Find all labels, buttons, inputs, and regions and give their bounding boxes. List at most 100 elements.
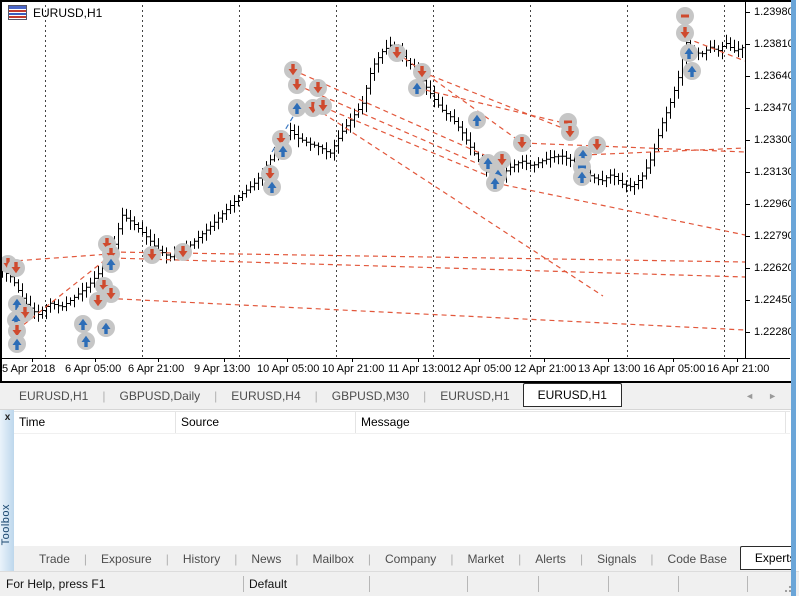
time-tick bbox=[479, 358, 480, 362]
trade-marker-sell[interactable] bbox=[143, 246, 161, 264]
toolbox-tab-history[interactable]: History bbox=[182, 551, 221, 566]
trade-marker-buy[interactable] bbox=[77, 332, 95, 350]
trade-trendline[interactable] bbox=[99, 297, 745, 331]
trade-marker-sell[interactable] bbox=[513, 134, 531, 152]
toolbox-close-button[interactable]: x bbox=[4, 412, 11, 423]
trade-marker-sell[interactable] bbox=[174, 243, 192, 261]
trade-marker-buy[interactable] bbox=[97, 319, 115, 337]
trade-marker-buy[interactable] bbox=[680, 44, 698, 62]
status-profile-text: Default bbox=[249, 577, 288, 591]
toolbox-tab-code-base[interactable]: Code Base bbox=[667, 551, 727, 566]
trade-marker-sell[interactable] bbox=[8, 322, 26, 340]
trade-marker-buy[interactable] bbox=[468, 111, 486, 129]
trade-marker-buy[interactable] bbox=[683, 62, 701, 80]
toolbox-tab-news[interactable]: News bbox=[251, 551, 282, 566]
time-tick bbox=[673, 358, 674, 362]
trade-marker-sell[interactable] bbox=[89, 292, 107, 310]
column-header-time[interactable]: Time bbox=[14, 412, 176, 433]
tab-scroll-right-icon[interactable]: ► bbox=[768, 390, 777, 401]
chart-type-icon bbox=[8, 5, 27, 20]
trade-marker-sell[interactable] bbox=[388, 44, 406, 62]
time-tick bbox=[224, 358, 225, 362]
trade-marker-buy[interactable] bbox=[74, 315, 92, 333]
time-label: 6 Apr 05:00 bbox=[65, 363, 122, 375]
price-tick bbox=[745, 268, 750, 269]
status-separator bbox=[538, 576, 539, 592]
toolbox-tab-mailbox[interactable]: Mailbox bbox=[312, 551, 354, 566]
chart-tab-eurusd-h1[interactable]: EURUSD,H1 bbox=[19, 389, 89, 403]
price-tick bbox=[745, 236, 750, 237]
trade-trendline[interactable] bbox=[522, 142, 745, 153]
trade-trendline[interactable] bbox=[582, 147, 745, 156]
trade-trendline[interactable] bbox=[292, 69, 501, 163]
trade-marker-buy[interactable] bbox=[408, 79, 426, 97]
chart-tab-gbpusd-m30[interactable]: GBPUSD,M30 bbox=[331, 389, 410, 403]
time-axis[interactable]: 5 Apr 2018 6 Apr 05:00 6 Apr 21:00 9 Apr 13… bbox=[0, 358, 791, 378]
trade-marker-buy[interactable] bbox=[8, 335, 26, 353]
trade-marker-sell[interactable] bbox=[561, 123, 579, 141]
trade-trendline[interactable] bbox=[421, 71, 571, 132]
time-label: 13 Apr 13:00 bbox=[578, 363, 641, 375]
trade-trendline[interactable] bbox=[296, 84, 498, 173]
tab-separator: | bbox=[650, 551, 654, 566]
trade-marker-buy[interactable] bbox=[263, 178, 281, 196]
trade-marker-sell[interactable] bbox=[288, 76, 306, 94]
trade-marker-buy[interactable] bbox=[573, 168, 591, 186]
chart-tab-eurusd-h4[interactable]: EURUSD,H4 bbox=[231, 389, 301, 403]
trade-marker-sell[interactable] bbox=[7, 259, 25, 277]
toolbox-tab-market[interactable]: Market bbox=[467, 551, 505, 566]
tab-separator: | bbox=[295, 551, 299, 566]
chart-tab-gbpusd-daily[interactable]: GBPUSD,Daily bbox=[119, 389, 201, 403]
trade-trendline[interactable] bbox=[271, 109, 298, 153]
trade-marker-buy[interactable] bbox=[274, 142, 292, 160]
tab-separator: | bbox=[423, 389, 427, 403]
trade-marker-sell[interactable] bbox=[309, 79, 327, 97]
trade-marker-sell[interactable] bbox=[284, 61, 302, 79]
price-bars[interactable] bbox=[0, 34, 745, 322]
chart-plot-area[interactable]: EURUSD,H1 bbox=[0, 0, 745, 358]
chart-canvas[interactable] bbox=[0, 0, 745, 358]
trade-marker-buy[interactable] bbox=[102, 255, 120, 273]
trade-trendline[interactable] bbox=[111, 251, 745, 263]
price-label: 1.23130 bbox=[754, 166, 794, 178]
chart-window: EURUSD,H1 1.23980 1.23810 1.23640 1.23470 1.… bbox=[0, 0, 794, 383]
trade-trendline[interactable] bbox=[314, 107, 604, 297]
trade-marker-sell[interactable] bbox=[413, 63, 431, 81]
price-tick bbox=[745, 12, 750, 13]
trade-trendline[interactable] bbox=[685, 37, 745, 62]
column-header-message[interactable]: Message bbox=[356, 412, 786, 433]
trade-marker-sell-close[interactable] bbox=[676, 7, 694, 25]
price-label: 1.23980 bbox=[754, 6, 794, 18]
window-right-pad bbox=[796, 0, 799, 571]
trade-trendline[interactable] bbox=[322, 106, 499, 181]
tab-scroll-left-icon[interactable]: ◄ bbox=[745, 390, 755, 401]
trade-trendline[interactable] bbox=[494, 182, 745, 236]
chart-tab-eurusd-h1[interactable]: EURUSD,H1 bbox=[440, 389, 510, 403]
toolbox-tab-company[interactable]: Company bbox=[384, 551, 437, 566]
trade-marker-sell[interactable] bbox=[588, 136, 606, 154]
price-axis[interactable]: 1.23980 1.23810 1.23640 1.23470 1.23300 1.231… bbox=[745, 0, 794, 358]
column-header-source[interactable]: Source bbox=[176, 412, 356, 433]
time-tick bbox=[352, 358, 353, 362]
toolbox-tab-alerts[interactable]: Alerts bbox=[535, 551, 566, 566]
trade-marker-buy[interactable] bbox=[479, 154, 497, 172]
trade-marker-sell[interactable] bbox=[676, 24, 694, 42]
trade-trendline[interactable] bbox=[396, 52, 523, 144]
trade-marker-buy[interactable] bbox=[486, 174, 504, 192]
trade-trendline[interactable] bbox=[111, 257, 745, 278]
trade-marker-sell[interactable] bbox=[493, 151, 511, 169]
toolbox-strip-label: Toolbox bbox=[0, 503, 12, 545]
toolbox-tab-trade[interactable]: Trade bbox=[39, 551, 70, 566]
trade-trendline[interactable] bbox=[416, 87, 569, 125]
toolbox-list-body[interactable] bbox=[14, 434, 790, 548]
toolbox-tab-signals[interactable]: Signals bbox=[597, 551, 637, 566]
tab-separator: | bbox=[518, 551, 522, 566]
trade-marker-sell[interactable] bbox=[314, 97, 332, 115]
chart-tab-eurusd-h1[interactable]: EURUSD,H1 bbox=[522, 383, 622, 407]
resize-grip[interactable] bbox=[785, 582, 795, 592]
time-label: 5 Apr 2018 bbox=[2, 363, 56, 375]
toolbox-tab-exposure[interactable]: Exposure bbox=[101, 551, 152, 566]
toolbox-tab-experts[interactable]: Experts bbox=[739, 545, 799, 570]
time-tick bbox=[544, 358, 545, 362]
trade-marker-buy[interactable] bbox=[288, 99, 306, 117]
